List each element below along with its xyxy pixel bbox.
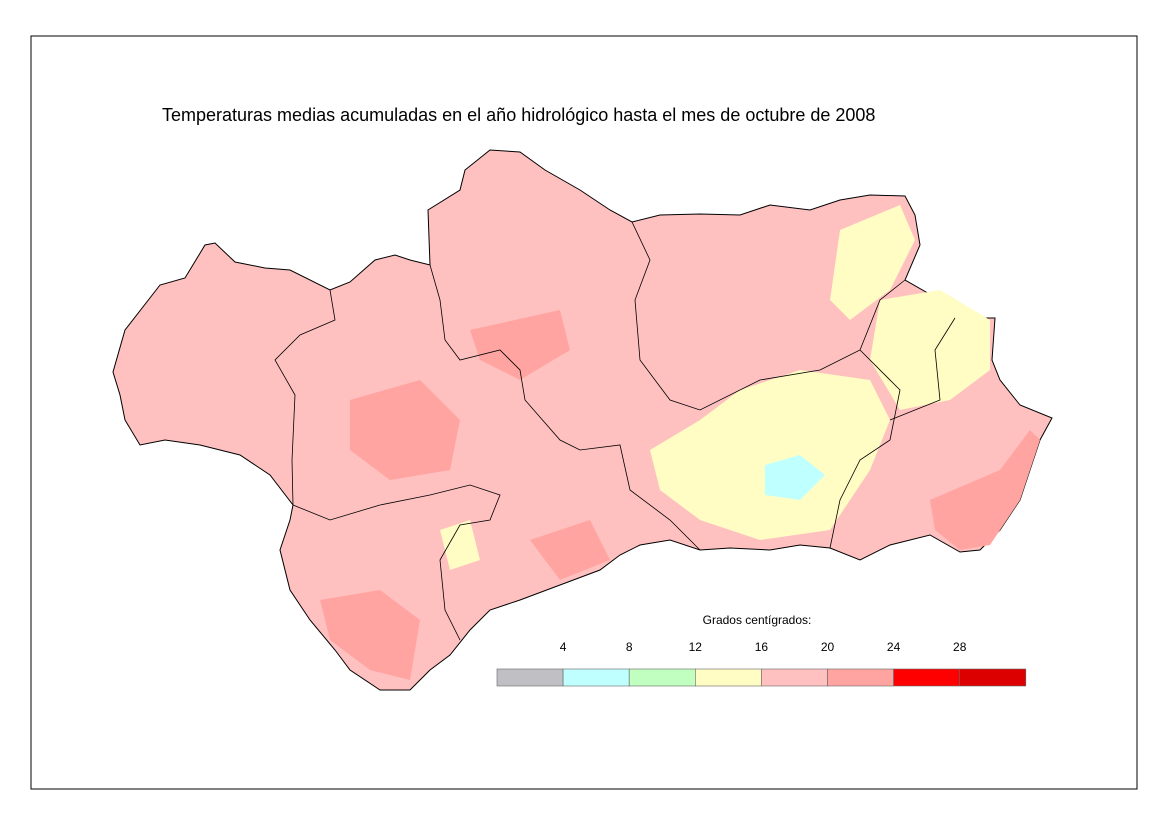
legend-tick-label: 8	[626, 640, 633, 654]
region-area	[112, 149, 1053, 691]
cool-zone	[440, 520, 480, 570]
warm-zone	[470, 310, 570, 380]
cool-zone	[870, 290, 990, 410]
map-title: Temperaturas medias acumuladas en el año…	[162, 105, 875, 125]
legend-tick-label: 28	[953, 640, 967, 654]
legend-swatch	[761, 668, 828, 687]
warm-zone	[930, 430, 1040, 550]
legend-tick-label: 16	[755, 640, 769, 654]
map	[112, 149, 1053, 691]
legend-tick-label: 20	[821, 640, 835, 654]
legend-tick-label: 4	[560, 640, 567, 654]
cool-zone	[650, 370, 890, 540]
legend-title: Grados centígrados:	[703, 613, 812, 627]
legend: Grados centígrados: 4 8 12 16 20 24 28	[496, 613, 1027, 687]
province-borders	[274, 221, 956, 641]
cold-zone	[765, 455, 825, 500]
legend-swatch	[628, 668, 696, 687]
cool-zone	[830, 205, 915, 320]
legend-swatch	[827, 668, 894, 687]
legend-tick-label: 24	[887, 640, 901, 654]
warm-zone	[530, 520, 610, 580]
legend-tick-label: 12	[689, 640, 703, 654]
legend-swatch	[893, 668, 960, 687]
warm-zone	[320, 590, 420, 680]
legend-swatch	[496, 668, 564, 687]
legend-swatch	[694, 668, 762, 687]
legend-swatch	[959, 668, 1027, 687]
legend-swatch	[562, 668, 630, 687]
warm-zone	[350, 380, 460, 480]
